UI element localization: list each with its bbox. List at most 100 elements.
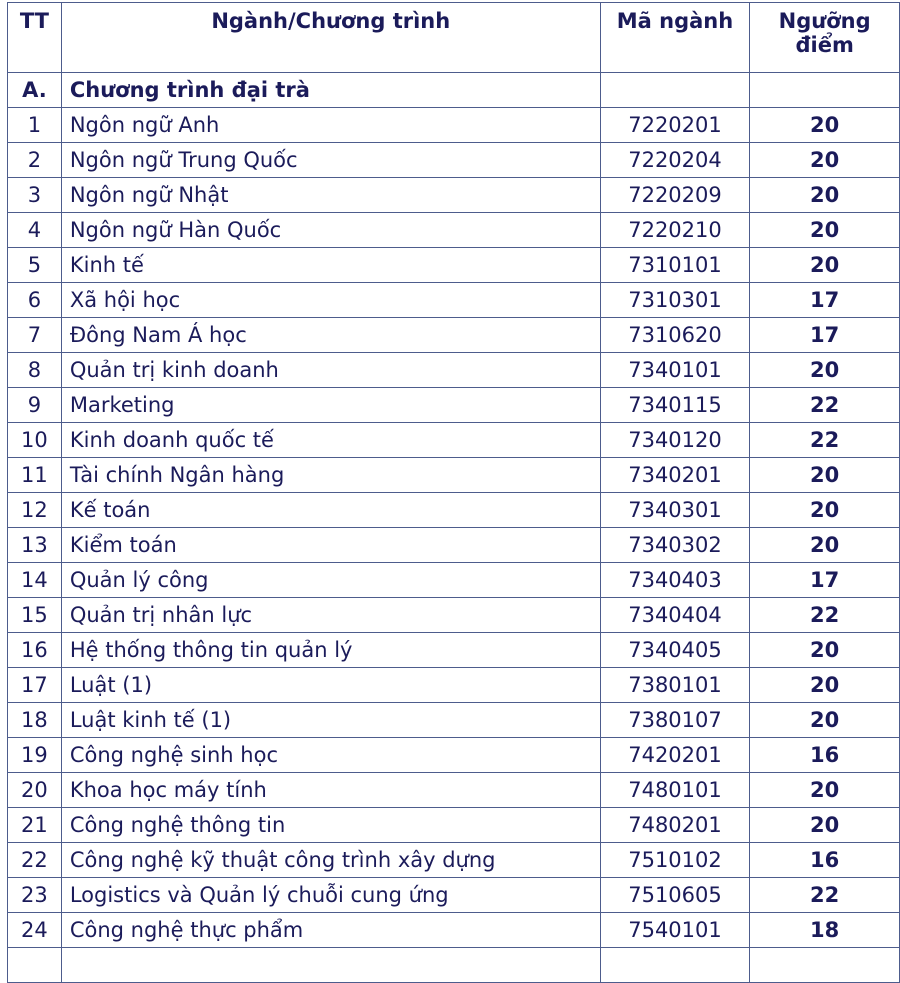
row-program-name: Xã hội học bbox=[60, 282, 601, 318]
row-program-name: Công nghệ sinh học bbox=[60, 737, 601, 773]
row-score: 20 bbox=[749, 632, 900, 668]
section-row: A. Chương trình đại trà bbox=[7, 72, 900, 108]
row-score: 20 bbox=[749, 177, 900, 213]
row-score: 20 bbox=[749, 107, 900, 143]
row-code: 7420201 bbox=[599, 737, 751, 773]
row-program-name: Tài chính Ngân hàng bbox=[60, 457, 601, 493]
row-code: 7340301 bbox=[599, 492, 751, 528]
table-row: 21 Công nghệ thông tin 7480201 20 bbox=[7, 807, 900, 843]
row-tt: 2 bbox=[7, 142, 62, 178]
row-tt: 21 bbox=[7, 807, 62, 843]
section-code bbox=[599, 72, 751, 108]
row-program-name: Marketing bbox=[60, 387, 601, 423]
header-tt: TT bbox=[7, 2, 62, 73]
table-row: 16 Hệ thống thông tin quản lý 7340405 20 bbox=[7, 632, 900, 668]
table-row: 8 Quản trị kinh doanh 7340101 20 bbox=[7, 352, 900, 388]
row-tt: 17 bbox=[7, 667, 62, 703]
table-row bbox=[7, 947, 900, 983]
table-row: 22 Công nghệ kỹ thuật công trình xây dựng… bbox=[7, 842, 900, 878]
empty-cell bbox=[749, 947, 900, 983]
row-tt: 7 bbox=[7, 317, 62, 353]
row-program-name: Kinh doanh quốc tế bbox=[60, 422, 601, 458]
row-program-name: Công nghệ thực phẩm bbox=[60, 912, 601, 948]
row-tt: 11 bbox=[7, 457, 62, 493]
table-row: 20 Khoa học máy tính 7480101 20 bbox=[7, 772, 900, 808]
row-code: 7340404 bbox=[599, 597, 751, 633]
row-program-name: Luật (1) bbox=[60, 667, 601, 703]
table-row: 11 Tài chính Ngân hàng 7340201 20 bbox=[7, 457, 900, 493]
row-tt: 12 bbox=[7, 492, 62, 528]
row-program-name: Quản lý công bbox=[60, 562, 601, 598]
row-tt: 24 bbox=[7, 912, 62, 948]
row-program-name: Đông Nam Á học bbox=[60, 317, 601, 353]
table-row: 5 Kinh tế 7310101 20 bbox=[7, 247, 900, 283]
section-name: Chương trình đại trà bbox=[60, 72, 601, 108]
table-row: 17 Luật (1) 7380101 20 bbox=[7, 667, 900, 703]
row-program-name: Ngôn ngữ Trung Quốc bbox=[60, 142, 601, 178]
row-score: 22 bbox=[749, 387, 900, 423]
table-row: 12 Kế toán 7340301 20 bbox=[7, 492, 900, 528]
row-code: 7310620 bbox=[599, 317, 751, 353]
admission-threshold-table: TT Ngành/Chương trình Mã ngành Ngưỡng đi… bbox=[7, 2, 900, 983]
row-code: 7340201 bbox=[599, 457, 751, 493]
row-code: 7380107 bbox=[599, 702, 751, 738]
row-tt: 18 bbox=[7, 702, 62, 738]
row-program-name: Logistics và Quản lý chuỗi cung ứng bbox=[60, 877, 601, 913]
row-code: 7480201 bbox=[599, 807, 751, 843]
row-score: 17 bbox=[749, 317, 900, 353]
row-code: 7340101 bbox=[599, 352, 751, 388]
row-tt: 20 bbox=[7, 772, 62, 808]
row-tt: 9 bbox=[7, 387, 62, 423]
table-row: 2 Ngôn ngữ Trung Quốc 7220204 20 bbox=[7, 142, 900, 178]
row-program-name: Khoa học máy tính bbox=[60, 772, 601, 808]
row-code: 7510102 bbox=[599, 842, 751, 878]
row-code: 7340120 bbox=[599, 422, 751, 458]
empty-cell bbox=[599, 947, 751, 983]
header-threshold: Ngưỡng điểm bbox=[749, 2, 900, 73]
row-code: 7340405 bbox=[599, 632, 751, 668]
header-code: Mã ngành bbox=[599, 2, 751, 73]
section-tt: A. bbox=[7, 72, 62, 108]
row-code: 7220204 bbox=[599, 142, 751, 178]
table-row: 10 Kinh doanh quốc tế 7340120 22 bbox=[7, 422, 900, 458]
table-row: 15 Quản trị nhân lực 7340404 22 bbox=[7, 597, 900, 633]
row-program-name: Kiểm toán bbox=[60, 527, 601, 563]
row-code: 7340403 bbox=[599, 562, 751, 598]
row-score: 16 bbox=[749, 737, 900, 773]
row-tt: 15 bbox=[7, 597, 62, 633]
row-code: 7310101 bbox=[599, 247, 751, 283]
table-row: 1 Ngôn ngữ Anh 7220201 20 bbox=[7, 107, 900, 143]
row-program-name: Ngôn ngữ Anh bbox=[60, 107, 601, 143]
empty-cell bbox=[60, 947, 601, 983]
table-row: 24 Công nghệ thực phẩm 7540101 18 bbox=[7, 912, 900, 948]
row-score: 20 bbox=[749, 667, 900, 703]
row-code: 7220209 bbox=[599, 177, 751, 213]
row-program-name: Quản trị kinh doanh bbox=[60, 352, 601, 388]
table-row: 6 Xã hội học 7310301 17 bbox=[7, 282, 900, 318]
row-score: 20 bbox=[749, 807, 900, 843]
row-tt: 22 bbox=[7, 842, 62, 878]
row-score: 20 bbox=[749, 772, 900, 808]
row-code: 7220210 bbox=[599, 212, 751, 248]
row-score: 20 bbox=[749, 527, 900, 563]
row-tt: 14 bbox=[7, 562, 62, 598]
row-score: 17 bbox=[749, 282, 900, 318]
row-tt: 6 bbox=[7, 282, 62, 318]
row-tt: 10 bbox=[7, 422, 62, 458]
row-score: 20 bbox=[749, 247, 900, 283]
row-code: 7310301 bbox=[599, 282, 751, 318]
row-tt: 3 bbox=[7, 177, 62, 213]
row-score: 20 bbox=[749, 702, 900, 738]
row-score: 18 bbox=[749, 912, 900, 948]
row-score: 20 bbox=[749, 352, 900, 388]
table-row: 14 Quản lý công 7340403 17 bbox=[7, 562, 900, 598]
table-row: 7 Đông Nam Á học 7310620 17 bbox=[7, 317, 900, 353]
row-tt: 8 bbox=[7, 352, 62, 388]
row-score: 20 bbox=[749, 212, 900, 248]
row-code: 7220201 bbox=[599, 107, 751, 143]
row-tt: 13 bbox=[7, 527, 62, 563]
row-score: 20 bbox=[749, 492, 900, 528]
table-row: 23 Logistics và Quản lý chuỗi cung ứng 751… bbox=[7, 877, 900, 913]
row-program-name: Công nghệ kỹ thuật công trình xây dựng bbox=[60, 842, 601, 878]
row-code: 7480101 bbox=[599, 772, 751, 808]
